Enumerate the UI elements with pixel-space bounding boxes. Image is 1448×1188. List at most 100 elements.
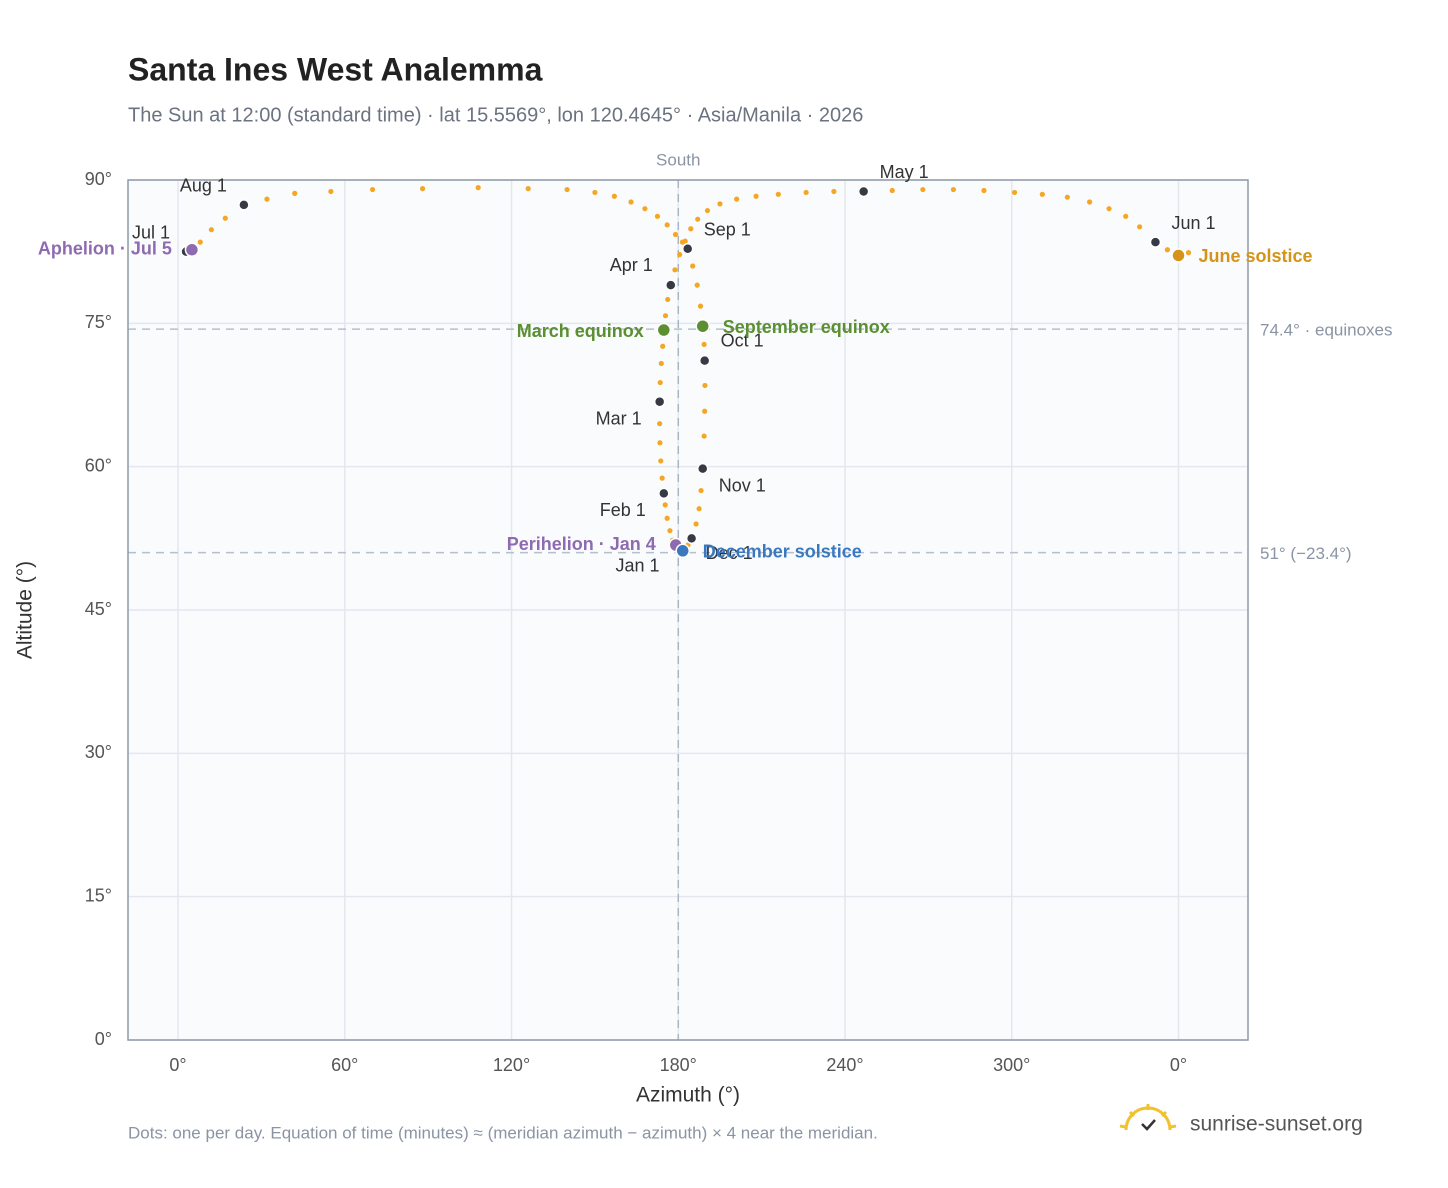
reference-label: 51° (−23.4°): [1260, 544, 1352, 563]
daily-dot: [1086, 199, 1093, 205]
daily-dot: [701, 341, 707, 347]
y-tick-label: 0°: [95, 1029, 112, 1049]
daily-dot: [1064, 194, 1070, 200]
y-tick-label: 60°: [85, 455, 112, 475]
south-label: South: [656, 150, 700, 169]
daily-dot: [564, 186, 570, 193]
daily-dot: [803, 189, 809, 196]
x-tick-label: 120°: [493, 1055, 530, 1075]
month-label: May 1: [880, 162, 929, 182]
daily-dot: [654, 213, 661, 219]
chart-subtitle: The Sun at 12:00 (standard time) · lat 1…: [128, 104, 863, 126]
daily-dot: [1011, 189, 1018, 196]
logo-ray: [1128, 1110, 1136, 1118]
daily-dot: [419, 186, 426, 192]
event-label: Perihelion · Jan 4: [507, 534, 656, 554]
logo-check: [1141, 1119, 1156, 1131]
daily-dot: [611, 193, 617, 199]
month-label: Oct 1: [721, 330, 764, 350]
daily-dot: [642, 206, 648, 212]
month-marker: [696, 462, 709, 475]
daily-dot: [672, 231, 679, 238]
daily-dot: [525, 186, 531, 192]
daily-dot: [831, 188, 837, 195]
daily-dot: [292, 190, 298, 196]
daily-dot: [264, 196, 270, 202]
brand-logo: [1119, 1104, 1177, 1131]
event-marker: [656, 322, 672, 338]
month-marker: [238, 199, 250, 211]
daily-dot: [664, 515, 670, 521]
logo-ray: [1169, 1124, 1177, 1129]
daily-dot: [702, 408, 708, 414]
month-label: Dec 1: [706, 543, 753, 563]
daily-dot: [628, 199, 634, 205]
daily-dot: [657, 379, 663, 386]
y-tick-label: 90°: [85, 169, 112, 189]
x-tick-label: 300°: [993, 1055, 1030, 1075]
daily-dot: [208, 227, 214, 233]
daily-dot: [657, 440, 663, 446]
brand: sunrise-sunset.org: [1190, 1113, 1363, 1136]
month-label: Jan 1: [615, 556, 659, 576]
daily-dot: [677, 251, 683, 258]
daily-dot: [475, 185, 481, 191]
daily-dot: [702, 382, 708, 389]
daily-dot: [662, 502, 668, 508]
daily-dot: [717, 201, 723, 207]
chart-title: Santa Ines West Analemma: [128, 51, 543, 87]
event-marker: [184, 242, 200, 258]
daily-dot: [657, 421, 663, 427]
daily-dot: [328, 188, 334, 195]
daily-dot: [197, 239, 203, 245]
daily-dot: [950, 186, 957, 193]
month-label: Nov 1: [719, 475, 766, 495]
daily-dot: [753, 193, 759, 199]
daily-dot: [660, 343, 666, 349]
month-marker: [658, 487, 670, 500]
x-axis-label: Azimuth (°): [636, 1084, 740, 1107]
daily-dot: [693, 521, 699, 527]
daily-dot: [658, 458, 664, 464]
daily-dot: [694, 282, 700, 288]
month-label: Apr 1: [610, 255, 653, 275]
daily-dot: [658, 360, 664, 367]
y-axis-label: Altitude (°): [14, 561, 37, 659]
daily-dot: [775, 191, 781, 197]
daily-dot: [695, 216, 701, 222]
daily-dot: [696, 506, 702, 512]
daily-dot: [1137, 224, 1143, 230]
daily-dot: [1164, 247, 1171, 253]
y-tick-label: 45°: [85, 599, 112, 619]
event-label: Aphelion · Jul 5: [38, 239, 172, 259]
logo-ray: [1119, 1124, 1127, 1129]
event-label: December solstice: [703, 542, 862, 562]
daily-dot: [1123, 213, 1129, 219]
daily-dot: [734, 196, 740, 202]
logo-ray: [1160, 1110, 1168, 1118]
event-label: June solstice: [1199, 246, 1313, 266]
month-marker: [653, 395, 666, 408]
x-tick-label: 180°: [660, 1055, 697, 1075]
daily-dot: [672, 267, 678, 273]
daily-dot: [222, 215, 228, 221]
daily-dot: [889, 187, 895, 194]
daily-dot: [981, 187, 987, 194]
y-tick-label: 75°: [85, 312, 112, 332]
daily-dot: [665, 296, 671, 303]
daily-dot: [1185, 250, 1192, 256]
daily-dot: [664, 222, 670, 228]
daily-dot: [369, 186, 376, 193]
daily-dot: [659, 475, 665, 481]
month-label: Feb 1: [600, 500, 646, 520]
month-marker: [857, 185, 870, 198]
month-marker: [681, 243, 694, 255]
month-marker: [698, 354, 711, 367]
month-label: Sep 1: [704, 220, 751, 240]
month-label: Mar 1: [596, 408, 642, 428]
month-label: Jun 1: [1171, 213, 1215, 233]
event-marker: [1171, 248, 1186, 263]
x-tick-label: 0°: [169, 1055, 186, 1075]
